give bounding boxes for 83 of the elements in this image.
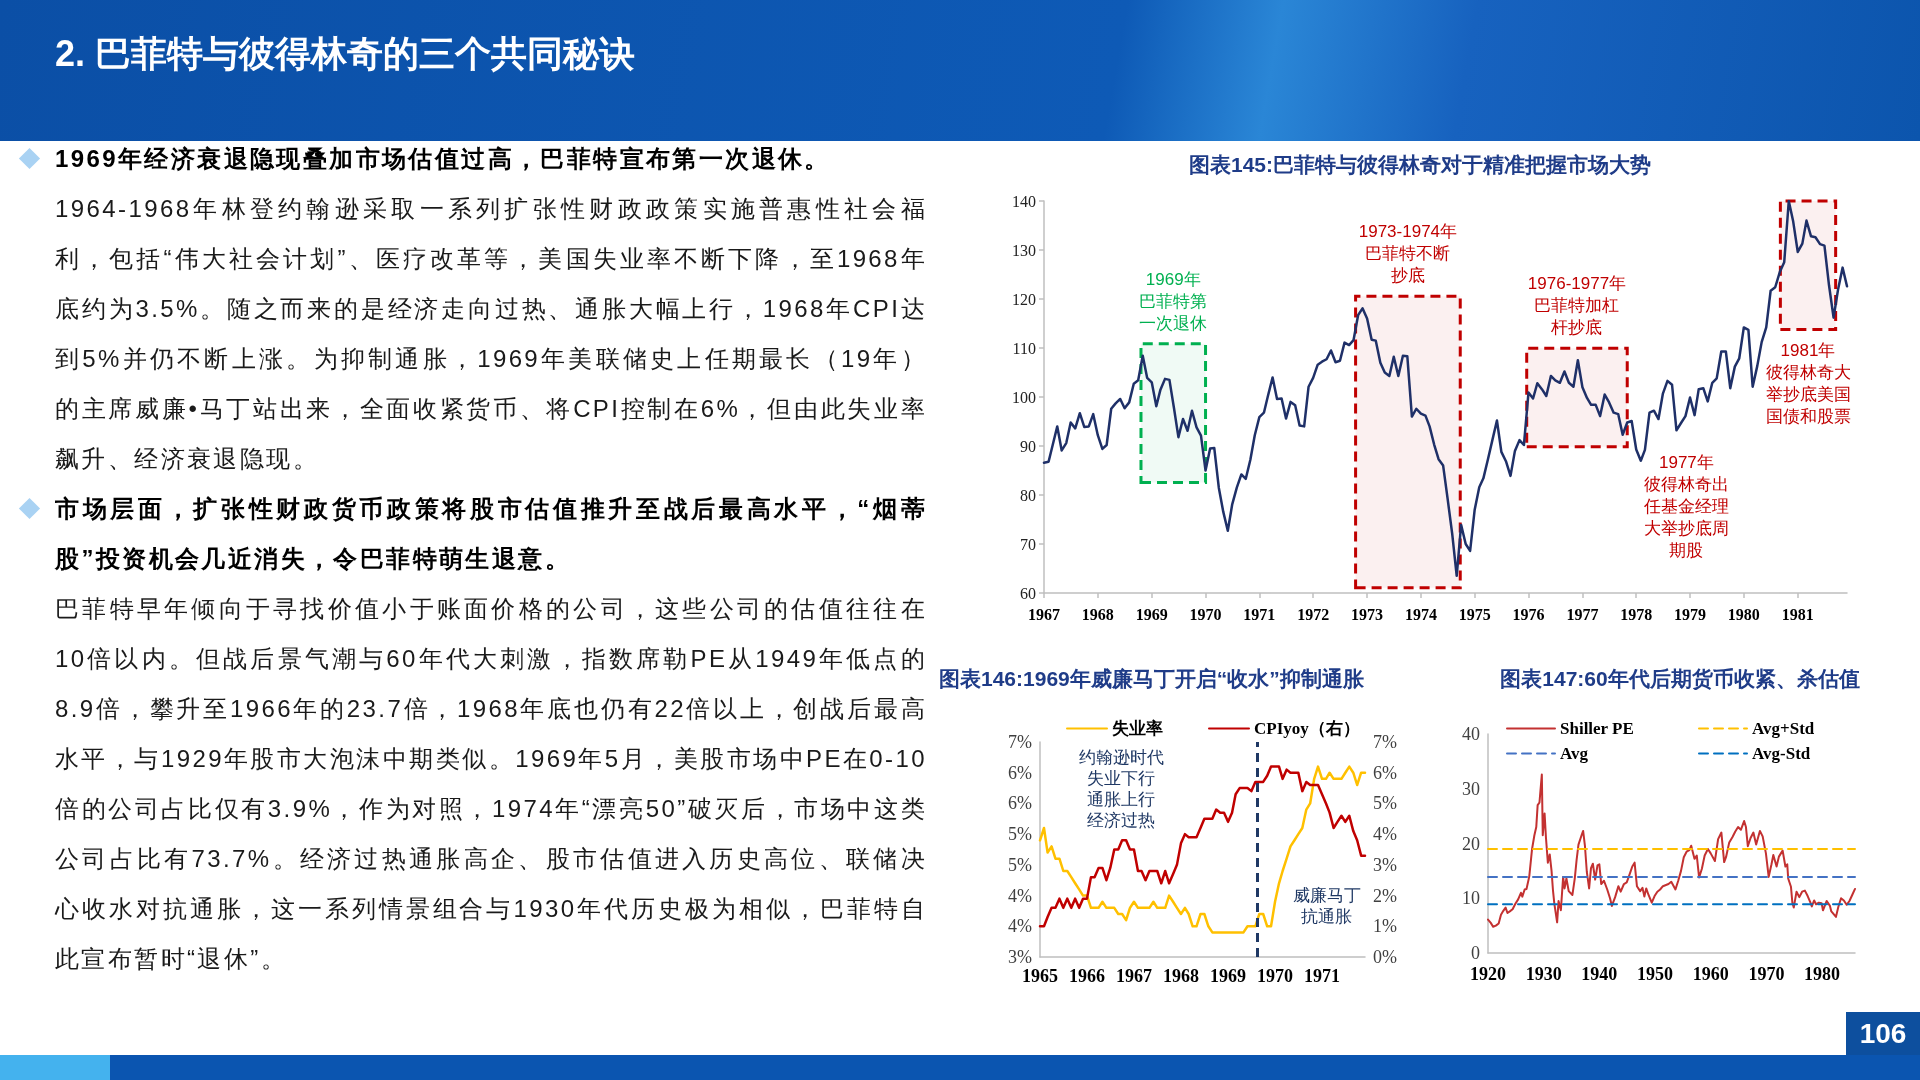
text: 1969年经济衰退隐现叠加市场估值过高，巴菲特宣布第一次退休。 [55,144,832,174]
chart-title: 图表147:60年代后期货币收紧、杀估值 [1500,667,1860,691]
line-series [1487,773,1856,928]
x-tick-label: 1979 [1674,605,1707,623]
y-tick-label: 5% [1008,824,1032,845]
y-tick-label: 130 [1012,241,1036,259]
y-tick-label: 60 [1020,584,1036,602]
x-tick-label: 1969 [1210,966,1247,986]
legend-label: 失业率 [1112,719,1163,738]
y-tick-label: 7% [1008,732,1032,752]
x-tick-label: 1930 [1525,964,1562,984]
x-tick-label: 1971 [1304,966,1341,986]
y2-tick-label: 5% [1373,793,1397,814]
x-tick-label: 1970 [1189,605,1222,623]
y2-tick-label: 1% [1373,916,1397,937]
legend-label: Avg-Std [1752,744,1811,763]
y-tick-label: 6% [1008,762,1032,783]
y-tick-label: 90 [1020,437,1036,455]
y-tick-label: 6% [1008,793,1032,814]
legend-label: CPIyoy（右） [1254,719,1360,738]
y2-tick-label: 0% [1373,947,1397,967]
y2-tick-label: 3% [1373,854,1397,875]
annotation: 约翰逊时代失业下行通胀上行经济过热 [1078,748,1164,831]
text: 1964-1968年林登约翰逊采取一系列扩张性财政政策实施普惠性社会福利，包括“伟大社会计划”、医疗改革等，美国失业率不断下降，至1968年底约为3.5%。随之而来的是经济走向过热、通胀大幅上行，1968年CPI达到5%并仍不断上涨。为抑制通胀，1969年美联储史上任期最长（19年）的主席威廉•马丁站出来，全面收紧货币、将CPI控制在6%，但由此失业率飙升、经济衰退隐现。 [55,194,927,474]
y-tick-label: 4% [1008,916,1032,937]
x-tick-label: 1950 [1637,964,1674,984]
chart-title: 图表145:巴菲特与彼得林奇对于精准把握市场大势 [1188,153,1652,176]
x-tick-label: 1920 [1470,964,1506,984]
y-tick-label: 20 [1462,833,1480,854]
x-tick-label: 1965 [1022,966,1058,986]
annotation: 威廉马丁抗通胀 [1292,886,1361,927]
x-tick-label: 1967 [1115,966,1152,986]
text: 2. 巴菲特与彼得林奇的三个共同秘诀 [55,33,636,75]
band-label: 1973-1974年巴菲特不断抄底 [1358,222,1458,286]
x-tick-label: 1980 [1727,605,1760,623]
x-tick-label: 1971 [1243,605,1276,623]
x-tick-label: 1975 [1458,605,1491,623]
y2-tick-label: 4% [1373,824,1397,845]
x-tick-label: 1966 [1068,966,1105,986]
y-tick-label: 10 [1462,888,1480,909]
y2-tick-label: 2% [1373,885,1397,906]
y2-tick-label: 7% [1373,732,1397,752]
legend-label: Avg+Std [1752,719,1815,738]
y-tick-label: 0 [1471,943,1480,963]
legend-label: Avg [1560,744,1589,763]
y-tick-label: 3% [1008,947,1032,967]
y-tick-label: 80 [1020,486,1036,504]
text: 106 [1846,1012,1920,1055]
x-tick-label: 1960 [1692,964,1729,984]
y-tick-label: 30 [1462,778,1480,799]
x-tick-label: 1940 [1581,964,1618,984]
x-tick-label: 1980 [1804,964,1841,984]
band-label: 1976-1977年巴菲特加杠杆抄底 [1527,274,1627,338]
y-tick-label: 70 [1020,535,1036,553]
y-tick-label: 140 [1012,192,1036,210]
y-tick-label: 120 [1012,290,1036,308]
band-label: 1969年巴菲特第一次退休 [1139,269,1208,333]
x-tick-label: 1973 [1351,605,1384,623]
text: 市场层面，扩张性财政货币政策将股市估值推升至战后最高水平，“烟蒂股”投资机会几近消失，令巴菲特萌生退意。 [55,494,927,574]
x-tick-label: 1968 [1081,605,1114,623]
x-tick-label: 1972 [1297,605,1330,623]
x-tick-label: 1974 [1404,605,1437,623]
y-tick-label: 40 [1462,724,1480,744]
x-tick-label: 1981 [1781,605,1814,623]
x-tick-label: 1976 [1512,605,1545,623]
y2-tick-label: 6% [1373,762,1397,783]
y-tick-label: 100 [1012,388,1036,406]
legend-label: Shiller PE [1560,719,1634,738]
x-tick-label: 1978 [1620,605,1653,623]
y-tick-label: 110 [1012,339,1036,357]
x-tick-label: 1970 [1748,964,1785,984]
text: 巴菲特早年倾向于寻找价值小于账面价格的公司，这些公司的估值往往在10倍以内。但战后景气潮与60年代大刺激，指数席勒PE从1949年低点的8.9倍，攀升至1966年的23.7倍，1968年底也仍有22倍以上，创战后最高水平，与1929年股市大泡沫中期类似。1969年5月，美股市场中PE在0-10倍的公司占比仅有3.9%，作为对照，1974年“漂亮50”破灭后，市场中这类公司占比有73.7%。经济过热通胀高企、股市估值进入历史高位、联储决心收水对抗通胀，这一系列情景组合与1930年代历史极为相似，巴菲特自此宣布暂时“退休”。 [55,594,927,974]
line-series [1042,199,1849,578]
y-tick-label: 4% [1008,885,1032,906]
x-tick-label: 1968 [1162,966,1199,986]
band-label: 1981年彼得林奇大举抄底美国国债和股票 [1765,340,1851,426]
x-tick-label: 1969 [1135,605,1168,623]
chart-title: 图表146:1969年威廉马丁开启“收水”抑制通胀 [939,667,1365,690]
y-tick-label: 5% [1008,854,1032,875]
x-tick-label: 1967 [1028,605,1060,623]
x-tick-label: 1970 [1257,966,1294,986]
annotation: 1977年彼得林奇出任基金经理大举抄底周期股 [1642,453,1729,561]
x-tick-label: 1977 [1566,605,1599,623]
